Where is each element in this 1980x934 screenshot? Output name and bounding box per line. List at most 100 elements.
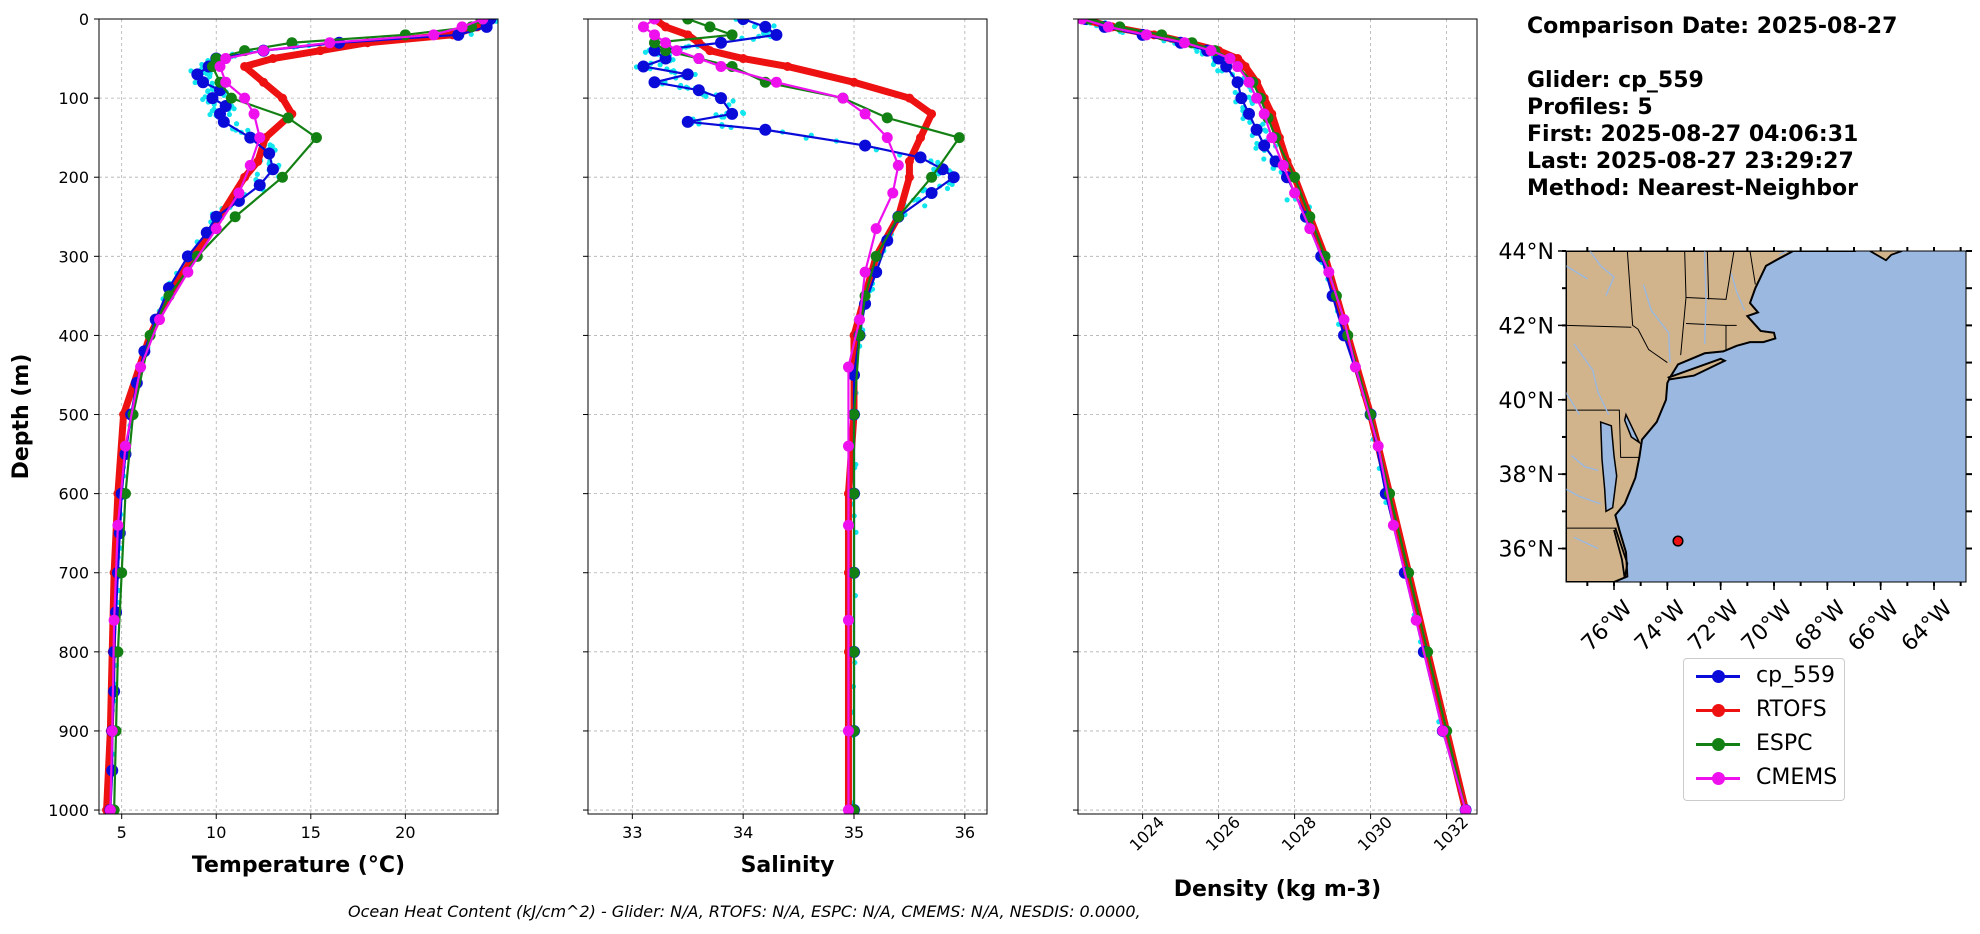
data-point-espc [682, 19, 694, 25]
y-tick-label: 400 [58, 326, 89, 345]
data-point-cp_559 [737, 19, 750, 25]
data-point-rtofs [916, 133, 925, 143]
data-point-cp_559 [1258, 139, 1271, 152]
data-point-cmems [859, 266, 871, 278]
profile-count: Profiles: 5 [1527, 95, 1653, 120]
data-point-cmems [1349, 361, 1361, 373]
data-point-cmems [1410, 614, 1422, 626]
glider-raw-point [1247, 119, 1253, 125]
map-lon-label: 70°W [1737, 596, 1798, 657]
data-point-cmems [1289, 187, 1301, 199]
state-border [1706, 251, 1710, 300]
glider-raw-point [935, 159, 941, 165]
legend-item-espc: ESPC [1684, 731, 1844, 767]
series-line-cmems [642, 19, 900, 811]
glider-raw-point [1263, 128, 1269, 134]
data-point-cp_559 [217, 115, 230, 128]
data-point-espc [870, 250, 882, 262]
data-point-cp_559 [1231, 76, 1244, 89]
data-point-cp_559 [1250, 123, 1263, 136]
data-point-cp_559 [859, 139, 872, 152]
x-tick-label: 1028 [1278, 813, 1320, 855]
glider-raw-point [1215, 68, 1221, 74]
data-point-rtofs [259, 77, 269, 87]
data-point-espc [848, 409, 860, 421]
data-point-cmems [220, 53, 232, 65]
data-point-cp_559 [770, 28, 783, 41]
data-point-espc [229, 211, 241, 223]
axes-frame [98, 18, 499, 815]
data-point-espc [848, 488, 860, 500]
data-point-cmems [770, 76, 782, 88]
data-point-cp_559 [648, 76, 661, 89]
x-tick-label: 10 [206, 823, 226, 842]
data-point-cp_559 [637, 60, 650, 73]
data-point-espc [892, 211, 904, 223]
data-point-cmems [1251, 92, 1263, 104]
x-axis-label: Temperature (°C) [192, 853, 405, 878]
legend-item-cp_559: cp_559 [1684, 663, 1844, 699]
data-point-cmems [1205, 45, 1217, 57]
river [1566, 265, 1588, 280]
glider-raw-point [692, 71, 698, 78]
data-point-cp_559 [108, 685, 121, 698]
legend-item-rtofs: RTOFS [1684, 697, 1844, 733]
data-point-cmems [1078, 19, 1088, 25]
data-point-cmems [106, 725, 118, 737]
data-point-espc [953, 132, 965, 144]
river [1573, 343, 1610, 415]
data-point-cmems [1224, 53, 1236, 65]
comparison-date: Comparison Date: 2025-08-27 [1527, 14, 1898, 39]
map-body [1566, 251, 1966, 582]
temperature-panel: 0 100 200 300 400 500 600 700 800 900 1000 5 10 15 20 T… [9, 10, 499, 878]
data-point-cmems [693, 53, 705, 65]
series-group [637, 19, 965, 814]
data-point-cp_559 [726, 107, 739, 120]
data-point-espc [225, 92, 237, 104]
nova-scotia [1869, 251, 1903, 262]
glider-raw-point [922, 203, 928, 209]
data-point-cmems [842, 725, 854, 737]
data-point-cmems [842, 440, 854, 452]
density-panel: 1024 1026 1028 1030 1032 Density (kg m-3) [1073, 18, 1478, 902]
data-point-cmems [660, 37, 672, 49]
state-border [1566, 324, 1632, 328]
glider-raw-point [200, 96, 206, 103]
glider-raw-point [207, 111, 213, 118]
data-point-cmems [1243, 76, 1255, 88]
data-point-espc [704, 21, 716, 33]
series-line-espc [1089, 19, 1467, 811]
data-point-cmems [258, 45, 270, 57]
data-point-espc [310, 132, 322, 144]
data-point-cmems [1232, 60, 1244, 72]
data-point-cmems [649, 19, 660, 25]
map-lat-label: 44°N [1499, 240, 1554, 265]
glider-raw-point [206, 72, 213, 78]
data-point-rtofs [738, 54, 748, 64]
data-point-espc [119, 488, 131, 500]
state-border [1685, 323, 1737, 326]
data-point-cmems [1258, 108, 1270, 120]
salinity-panel: 33 34 35 36 Salinity [583, 18, 988, 878]
glider-raw-point [944, 185, 951, 192]
y-tick-label: 600 [58, 485, 89, 504]
data-point-cmems [239, 92, 251, 104]
glider-raw-point [468, 31, 474, 37]
data-point-cmems [248, 108, 260, 120]
data-point-rtofs [268, 54, 278, 64]
map-frame [1565, 250, 1967, 583]
data-point-cp_559 [263, 147, 276, 160]
data-point-espc [399, 29, 411, 41]
glider-position-marker [1672, 535, 1684, 547]
glider-raw-point [751, 23, 758, 30]
data-point-cmems [859, 108, 871, 120]
data-point-cp_559 [1243, 107, 1255, 120]
axes-frame [587, 18, 988, 815]
data-point-cp_559 [715, 36, 727, 49]
data-point-cp_559 [181, 250, 194, 263]
data-point-cmems [182, 266, 194, 278]
glider-raw-point [730, 98, 736, 104]
glider-name: Glider: cp_559 [1527, 68, 1704, 93]
data-point-espc [848, 567, 860, 579]
